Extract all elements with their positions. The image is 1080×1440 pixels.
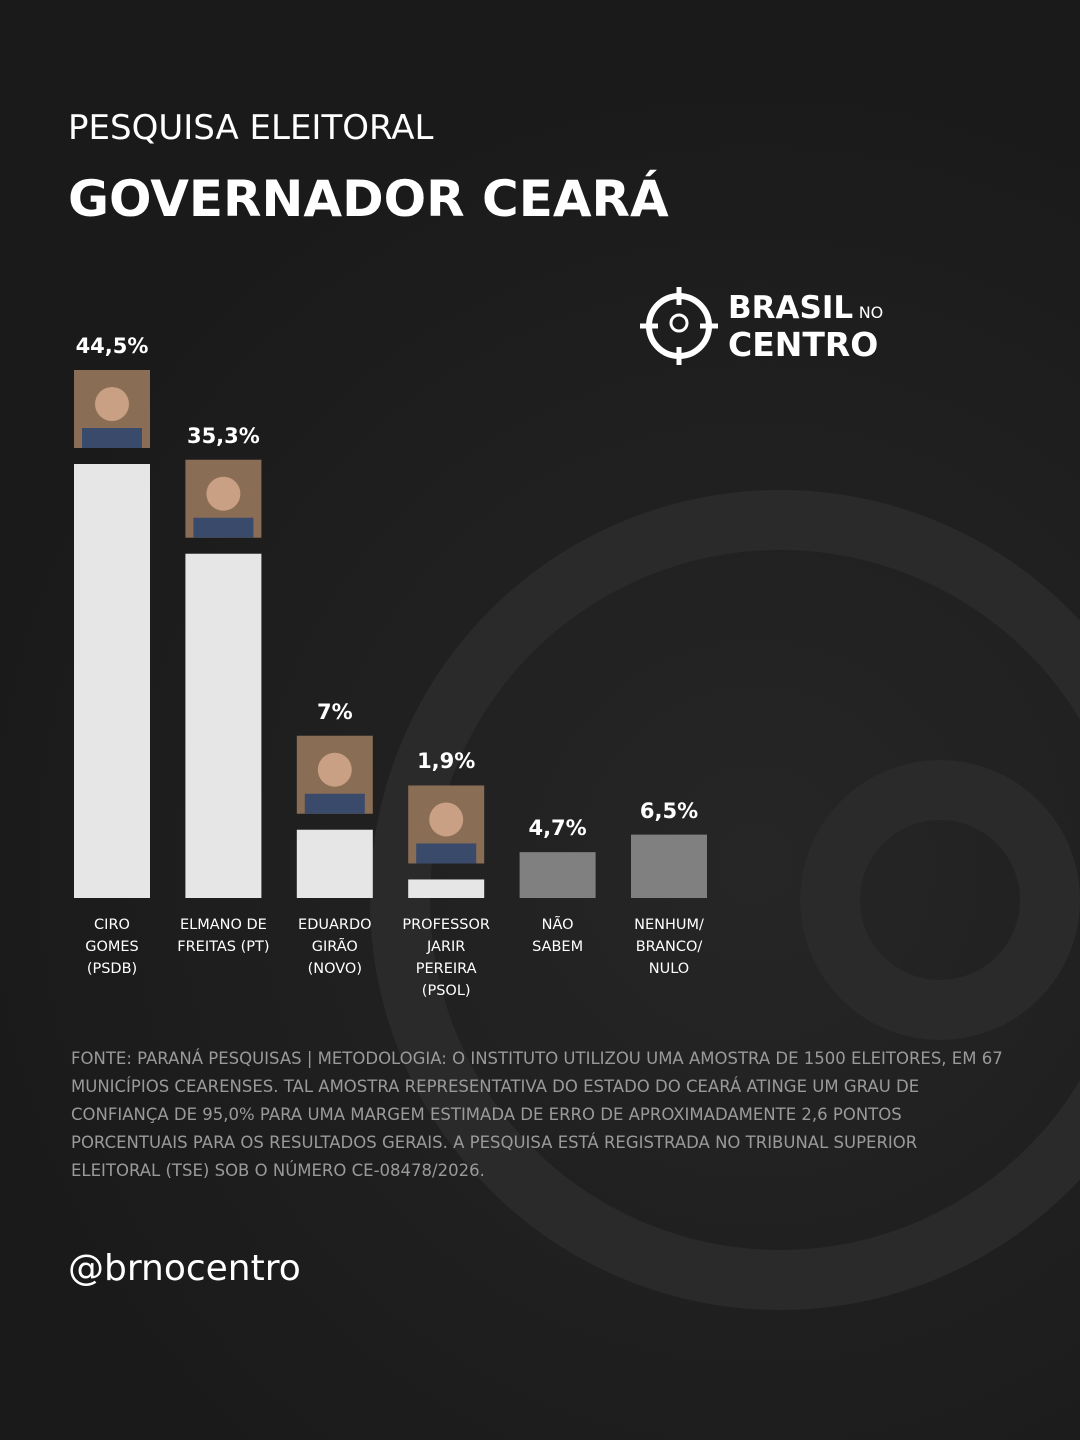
bar [408, 879, 485, 898]
bar [296, 829, 373, 898]
candidate-photo-face [317, 752, 352, 787]
source-note: FONTE: PARANÁ PESQUISAS | METODOLOGIA: O… [71, 1049, 1003, 1180]
x-tick-label: CIRO GOMES (PSDB) [85, 917, 139, 977]
handle: @brnocentro [68, 1248, 301, 1289]
bar [519, 852, 596, 898]
value-label: 4,7% [528, 816, 587, 841]
value-label: 35,3% [186, 423, 260, 448]
x-tick-label: ELMANO DE FREITAS (PT) [177, 917, 270, 955]
x-tick-label: NENHUM/ BRANCO/ NULO [634, 917, 704, 977]
candidate-photo-face [206, 476, 241, 511]
chart-title: GOVERNADOR CEARÁ [68, 170, 669, 228]
x-tick-label: PROFESSOR JARIR PEREIRA (PSOL) [402, 917, 490, 999]
logo-icon [640, 287, 718, 365]
logo-text: CENTRO [728, 324, 879, 364]
value-label: 7% [316, 699, 353, 724]
x-tick-label: EDUARDO GIRÃO (NOVO) [298, 917, 372, 977]
value-label: 1,9% [417, 749, 476, 774]
background-watermark [370, 490, 1080, 1310]
candidate-photo-body [304, 793, 365, 814]
logo: BRASIL NO CENTRO [640, 287, 883, 365]
bar [185, 553, 262, 898]
candidate-photo-body [416, 843, 477, 864]
kicker: PESQUISA ELEITORAL [68, 108, 434, 148]
value-label: 6,5% [639, 798, 699, 823]
logo-text: NO [858, 302, 884, 322]
candidate-photo-face [95, 387, 129, 421]
bar [74, 464, 150, 898]
candidate-photo-body [82, 428, 142, 448]
logo-text: BRASIL [728, 289, 854, 326]
candidate-photo-body [193, 517, 254, 538]
candidate-photo-face [429, 802, 464, 837]
x-tick-label: NÃO SABEM [532, 917, 584, 955]
value-label: 44,5% [75, 334, 149, 358]
bar [631, 834, 707, 898]
